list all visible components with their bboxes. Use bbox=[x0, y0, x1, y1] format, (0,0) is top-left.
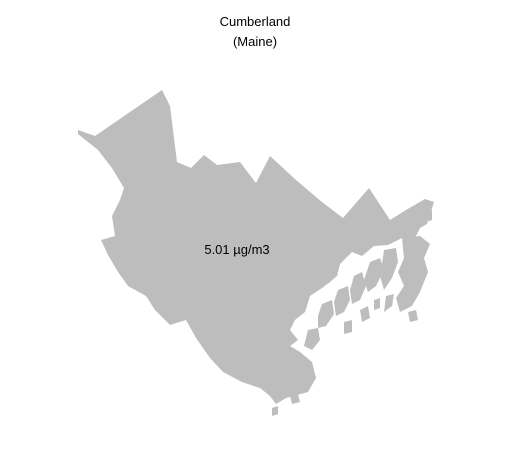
island bbox=[304, 328, 320, 350]
island bbox=[364, 258, 384, 292]
county-mainland bbox=[78, 90, 434, 404]
island bbox=[318, 300, 334, 328]
island bbox=[408, 310, 418, 322]
island bbox=[350, 272, 366, 304]
island bbox=[344, 320, 352, 334]
island bbox=[384, 294, 394, 312]
island bbox=[290, 394, 300, 404]
island bbox=[272, 406, 278, 416]
island bbox=[334, 286, 350, 316]
map-subtitle: (Maine) bbox=[232, 34, 278, 49]
island bbox=[416, 244, 426, 256]
island bbox=[426, 210, 432, 222]
map-title: Cumberland bbox=[219, 14, 291, 29]
island bbox=[360, 306, 370, 322]
island bbox=[374, 298, 380, 310]
coastal-peninsula bbox=[396, 236, 430, 312]
coastal-peninsula bbox=[380, 248, 398, 290]
county-shape bbox=[78, 90, 434, 416]
map-title-block: Cumberland (Maine) bbox=[0, 12, 510, 52]
county-value-label: 5.01 µg/m3 bbox=[204, 242, 270, 257]
